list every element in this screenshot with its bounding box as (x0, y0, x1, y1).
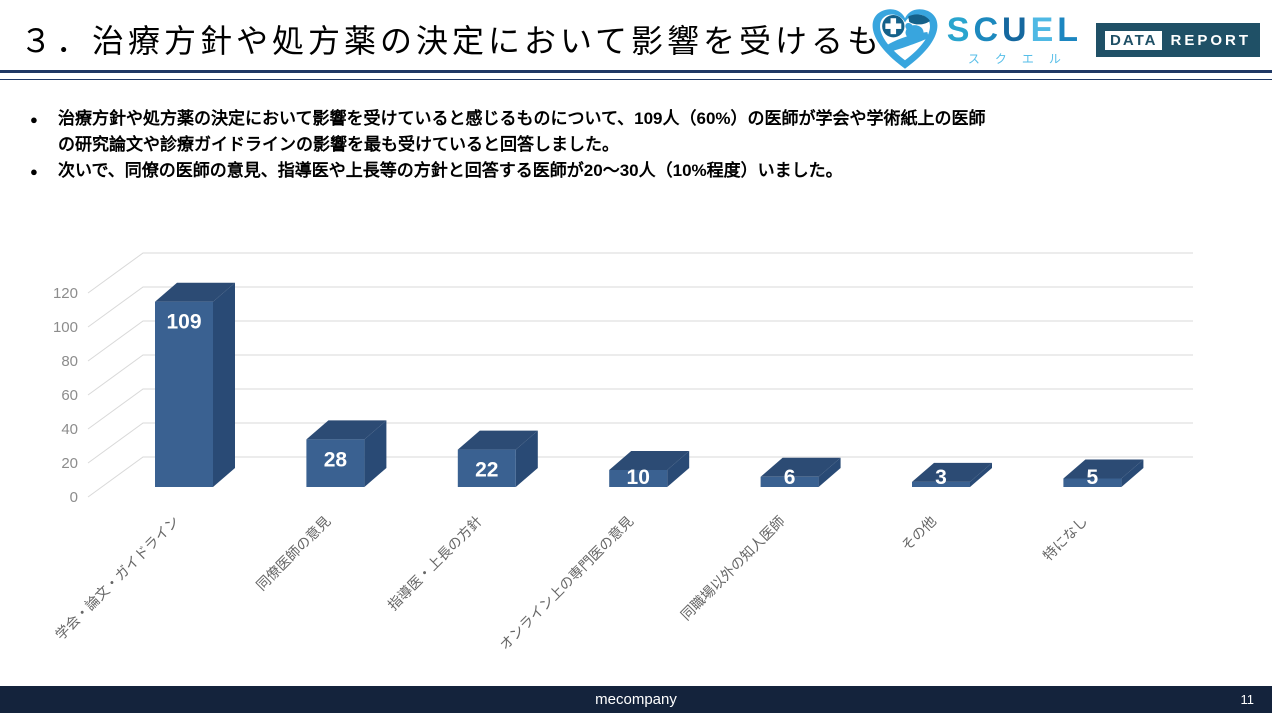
badge-data-label: DATA (1105, 30, 1163, 50)
bullet-item: 治療方針や処方薬の決定において影響を受けていると感じるものについて、109人（6… (30, 106, 1210, 158)
brand-block: SCUEL スクエル (946, 11, 1083, 67)
scuel-logo: SCUEL スクエル DATA REPORT (871, 8, 1260, 72)
bar-top-face (457, 430, 538, 450)
category-label: 指導医・上長の方針 (385, 513, 485, 613)
gridline (87, 456, 1193, 498)
bar-side-face (970, 462, 992, 487)
gridline (87, 354, 1193, 396)
gridline (87, 422, 1193, 464)
bar-side-face (364, 420, 387, 487)
y-axis-tick-label: 80 (61, 353, 78, 370)
bar-front-face (760, 476, 819, 487)
y-axis-tick-label: 40 (61, 421, 78, 438)
bar-value-label: 109 (166, 311, 201, 334)
y-axis-tick-label: 100 (53, 319, 78, 336)
y-axis-tick-label: 0 (70, 489, 78, 506)
bar-top-face (306, 420, 387, 440)
scuel-heart-icon (872, 9, 938, 69)
gridline (87, 252, 1193, 294)
gridline (87, 388, 1193, 430)
y-axis-tick-label: 120 (53, 285, 78, 302)
brand-name: SCUEL (946, 11, 1083, 50)
gridline (87, 286, 1193, 328)
bar-front-face (609, 470, 668, 487)
brand-letter: U (1002, 11, 1031, 50)
category-label: その他 (898, 513, 939, 554)
page-number: 11 (1240, 692, 1255, 707)
bar-value-label: 28 (324, 448, 348, 471)
brand-letter: C (973, 11, 1003, 50)
y-axis-tick-label: 60 (61, 387, 78, 404)
bar-top-face (760, 457, 841, 477)
bar-side-face (515, 430, 538, 487)
category-label: オンライン上の専門医の意見 (496, 513, 636, 653)
brand-letter: S (946, 11, 974, 50)
category-label: 特になし (1040, 513, 1091, 564)
page-title: ３．治療方針や処方薬の決定において影響を受けるもの (20, 23, 920, 59)
bar-value-label: 5 (1087, 466, 1099, 489)
y-axis-tick-label: 20 (61, 455, 78, 472)
brand-letter: E (1030, 11, 1058, 50)
bar-top-face (1063, 459, 1144, 479)
category-label: 学会・論文・ガイドライン (52, 513, 182, 643)
bar-top-face (155, 282, 235, 302)
brand-letter: L (1057, 11, 1083, 50)
bar-value-label: 10 (627, 466, 650, 489)
bar-side-face (667, 451, 690, 487)
bar-value-label: 22 (475, 459, 498, 482)
badge-report-label: REPORT (1170, 31, 1251, 49)
bar-front-face (912, 481, 970, 487)
category-label: 同職場以外の知人医師 (677, 513, 787, 623)
footer-company: mecompany (595, 691, 677, 708)
bar-front-face (155, 301, 213, 487)
footer: mecompany 11 (0, 686, 1272, 713)
category-label: 同僚医師の意見 (253, 513, 334, 594)
bar-front-face (1063, 478, 1122, 487)
bar-side-face (213, 282, 235, 487)
summary-bullets: 治療方針や処方薬の決定において影響を受けていると感じるものについて、109人（6… (30, 106, 1210, 185)
title-divider (0, 70, 1272, 80)
bar-top-face (912, 462, 992, 482)
data-report-badge: DATA REPORT (1096, 23, 1260, 57)
bar-chart: 0 20 40 60 80 100 120 109 学会・論文・ガイドライン 28 同僚医師の意見 2… (52, 252, 1193, 653)
bar-side-face (1121, 459, 1144, 487)
bar-front-face (457, 449, 516, 487)
brand-subtitle: スクエル (967, 51, 1076, 66)
gridline (87, 320, 1193, 362)
bar-top-face (609, 451, 690, 470)
bar-front-face (306, 439, 365, 487)
bar-value-label: 3 (935, 466, 947, 489)
bar-side-face (818, 457, 841, 487)
bullet-item: 次いで、同僚の医師の意見、指導医や上長等の方針と回答する医師が20～30人（10… (30, 158, 1210, 185)
bar-value-label: 6 (784, 466, 796, 489)
